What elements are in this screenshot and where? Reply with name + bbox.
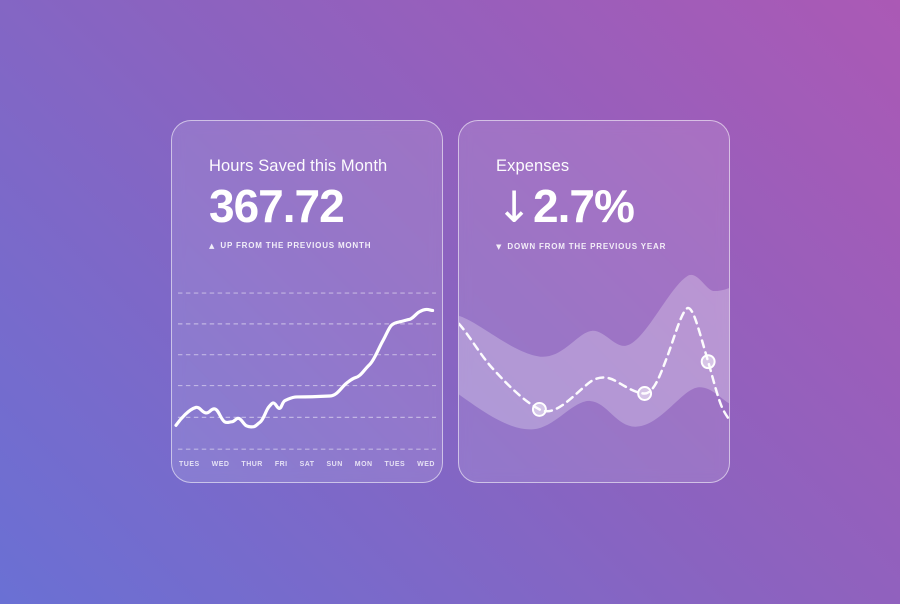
hours-card-header: Hours Saved this Month 367.72 ▲ UP FROM … <box>172 121 442 250</box>
hours-saved-value: 367.72 <box>209 180 345 232</box>
expenses-trend-caption: DOWN FROM THE PREVIOUS YEAR <box>507 242 667 251</box>
expenses-card: Expenses ↓2.7% ▼ DOWN FROM THE PREVIOUS … <box>458 120 730 483</box>
x-axis-label: SAT <box>299 461 315 468</box>
expenses-card-title: Expenses <box>496 157 570 175</box>
x-axis-label: THUR <box>241 461 263 468</box>
expenses-value: 2.7% <box>533 180 635 232</box>
x-axis-label: FRI <box>274 461 288 468</box>
hours-card-title: Hours Saved this Month <box>209 157 388 175</box>
data-point-marker <box>637 386 653 401</box>
x-axis-label: WED <box>417 461 435 468</box>
expenses-card-header: Expenses ↓2.7% ▼ DOWN FROM THE PREVIOUS … <box>459 121 729 251</box>
hours-trend-line <box>174 307 435 429</box>
x-axis-label: TUES <box>384 461 406 468</box>
expenses-area-band <box>459 274 729 430</box>
x-axis-label: SUN <box>326 461 343 468</box>
hours-trend-row: ▲ UP FROM THE PREVIOUS MONTH <box>209 242 405 250</box>
expenses-dashed-chart <box>459 274 729 430</box>
data-point-marker <box>700 354 716 370</box>
expenses-trend-row: ▼ DOWN FROM THE PREVIOUS YEAR <box>496 243 692 251</box>
hours-line-chart <box>174 292 437 450</box>
arrow-down-icon: ↓ <box>496 183 533 233</box>
x-axis-label: MON <box>354 461 373 468</box>
hours-trend-caption: UP FROM THE PREVIOUS MONTH <box>220 241 372 250</box>
data-point-marker <box>531 401 547 417</box>
x-axis-label: WED <box>211 461 230 468</box>
expenses-dashed-line <box>459 306 729 421</box>
x-axis-day-labels: TUES WED THUR FRI SAT SUN MON TUES WED <box>172 461 442 468</box>
triangle-up-icon: ▲ <box>209 241 215 250</box>
hours-saved-card: Hours Saved this Month 367.72 ▲ UP FROM … <box>171 120 443 483</box>
expenses-value-row: ↓2.7% <box>496 183 692 230</box>
triangle-down-icon: ▼ <box>496 242 502 251</box>
x-axis-label: TUES <box>179 461 200 468</box>
